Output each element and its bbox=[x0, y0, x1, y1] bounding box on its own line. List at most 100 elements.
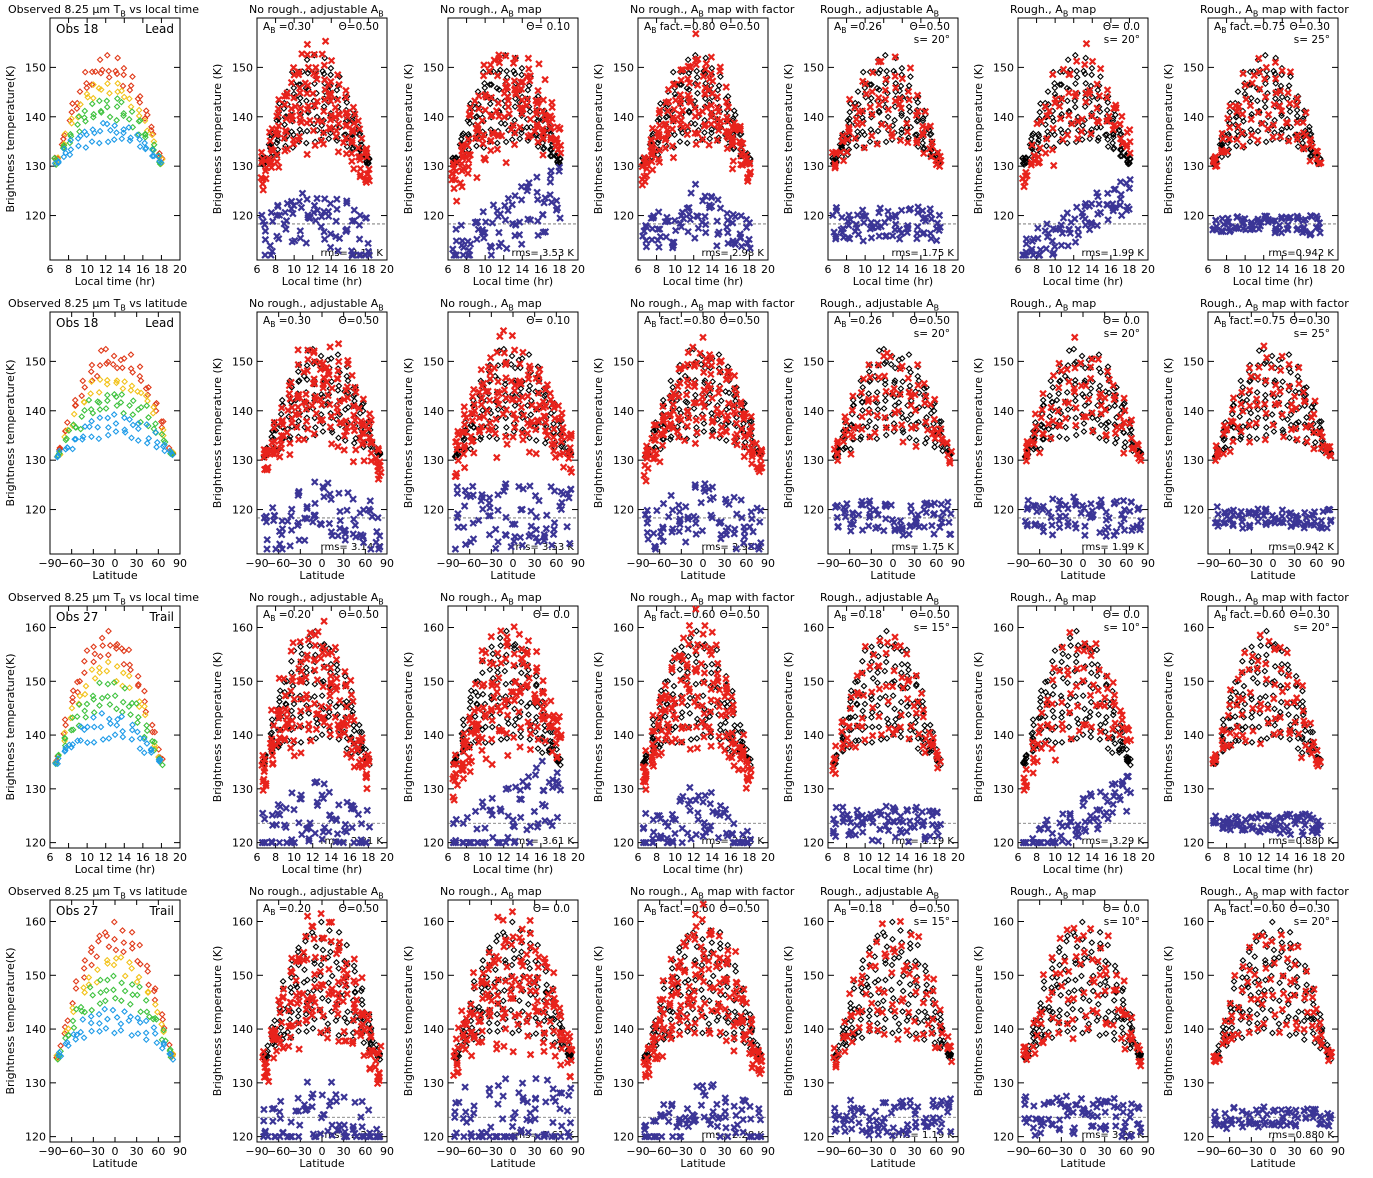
residual-point bbox=[533, 188, 541, 197]
observed-point bbox=[68, 119, 76, 127]
model-point bbox=[293, 423, 301, 431]
residual-point bbox=[684, 227, 692, 236]
residual-point bbox=[374, 545, 383, 553]
residual-point bbox=[920, 228, 928, 237]
model-point bbox=[1241, 81, 1250, 89]
residual-point bbox=[460, 502, 469, 510]
residual-point bbox=[333, 205, 341, 214]
observed-point bbox=[1082, 80, 1090, 87]
observed-point bbox=[1039, 396, 1047, 404]
residual-point bbox=[272, 545, 280, 553]
model-point bbox=[844, 135, 852, 144]
model-point bbox=[707, 69, 715, 78]
residual-point bbox=[1306, 229, 1315, 238]
observed-point bbox=[518, 64, 526, 72]
residual-point bbox=[946, 530, 955, 539]
model-point bbox=[683, 376, 692, 385]
observed-point bbox=[118, 364, 126, 372]
observed-point bbox=[1046, 392, 1054, 400]
residual-point bbox=[326, 199, 335, 208]
model-point bbox=[326, 97, 335, 105]
model-point bbox=[294, 70, 303, 79]
y-tick-label: 130 bbox=[993, 160, 1014, 173]
model-point bbox=[1122, 142, 1131, 151]
observed-point bbox=[120, 109, 128, 117]
residual-point bbox=[473, 235, 481, 244]
observed-point bbox=[135, 112, 143, 120]
model-point bbox=[500, 386, 509, 394]
model-point bbox=[555, 125, 563, 134]
model-point bbox=[708, 394, 716, 402]
residual-point bbox=[278, 517, 286, 525]
model-point bbox=[1299, 118, 1307, 127]
observed-point bbox=[1261, 51, 1269, 59]
model-point bbox=[642, 477, 650, 485]
residual-point bbox=[694, 224, 703, 233]
model-point bbox=[482, 93, 491, 101]
model-point bbox=[484, 363, 493, 371]
model-point bbox=[1059, 65, 1068, 74]
residual-point bbox=[848, 509, 857, 517]
y-tick-label: 150 bbox=[423, 355, 444, 368]
observed-point bbox=[278, 396, 286, 404]
residual-point bbox=[485, 494, 494, 502]
residual-point bbox=[459, 243, 468, 252]
residual-point bbox=[1093, 221, 1101, 230]
residual-point bbox=[854, 510, 863, 519]
model-point bbox=[841, 431, 849, 439]
albedo-label-main: A bbox=[834, 21, 842, 33]
observed-point bbox=[81, 383, 89, 391]
observed-point bbox=[671, 90, 679, 98]
observed-point bbox=[112, 428, 120, 435]
model-point bbox=[349, 422, 358, 430]
y-tick-label: 120 bbox=[1183, 210, 1204, 223]
model-point bbox=[662, 120, 670, 128]
model-point bbox=[682, 391, 691, 399]
residual-point bbox=[677, 223, 686, 231]
model-point bbox=[907, 424, 916, 432]
observed-point bbox=[87, 390, 95, 397]
residual-point bbox=[694, 212, 702, 221]
x-tick-label: 90 bbox=[571, 557, 585, 570]
roughness-label: s= 20° bbox=[914, 328, 950, 340]
residual-point bbox=[1315, 224, 1323, 232]
residual-point bbox=[912, 514, 921, 523]
residual-point bbox=[834, 522, 842, 531]
residual-point bbox=[1034, 224, 1042, 232]
residual-point bbox=[905, 530, 913, 538]
residual-point bbox=[888, 213, 896, 221]
model-point bbox=[903, 119, 911, 128]
observed-point bbox=[1086, 391, 1094, 398]
rms-label: rms=0.942 K bbox=[1268, 248, 1334, 259]
model-point bbox=[848, 433, 857, 441]
model-point bbox=[859, 375, 868, 383]
observed-point bbox=[105, 424, 112, 431]
x-tick-label: 90 bbox=[1141, 557, 1155, 570]
observed-point bbox=[1081, 402, 1089, 409]
model-point bbox=[462, 414, 470, 422]
observed-point bbox=[488, 81, 495, 89]
model-point bbox=[365, 410, 374, 418]
residual-point bbox=[1074, 231, 1083, 239]
observed-point bbox=[511, 402, 519, 409]
model-point bbox=[913, 136, 921, 145]
x-tick-label: 6 bbox=[825, 263, 832, 276]
model-point bbox=[333, 408, 342, 416]
residual-point bbox=[373, 527, 381, 536]
model-point bbox=[1055, 359, 1063, 368]
model-point bbox=[1065, 88, 1073, 97]
model-point bbox=[556, 141, 565, 150]
residual-point bbox=[691, 519, 700, 528]
model-point bbox=[722, 98, 731, 106]
residual-point bbox=[263, 545, 271, 553]
x-tick-label: −60 bbox=[648, 557, 671, 570]
model-point bbox=[866, 103, 875, 111]
model-point bbox=[1250, 71, 1258, 80]
model-point bbox=[510, 346, 519, 354]
observed-point bbox=[102, 405, 110, 412]
observed-point bbox=[129, 421, 137, 429]
panel-title-main: Observed 8.25 μm T bbox=[8, 297, 121, 310]
residual-point bbox=[663, 217, 672, 226]
